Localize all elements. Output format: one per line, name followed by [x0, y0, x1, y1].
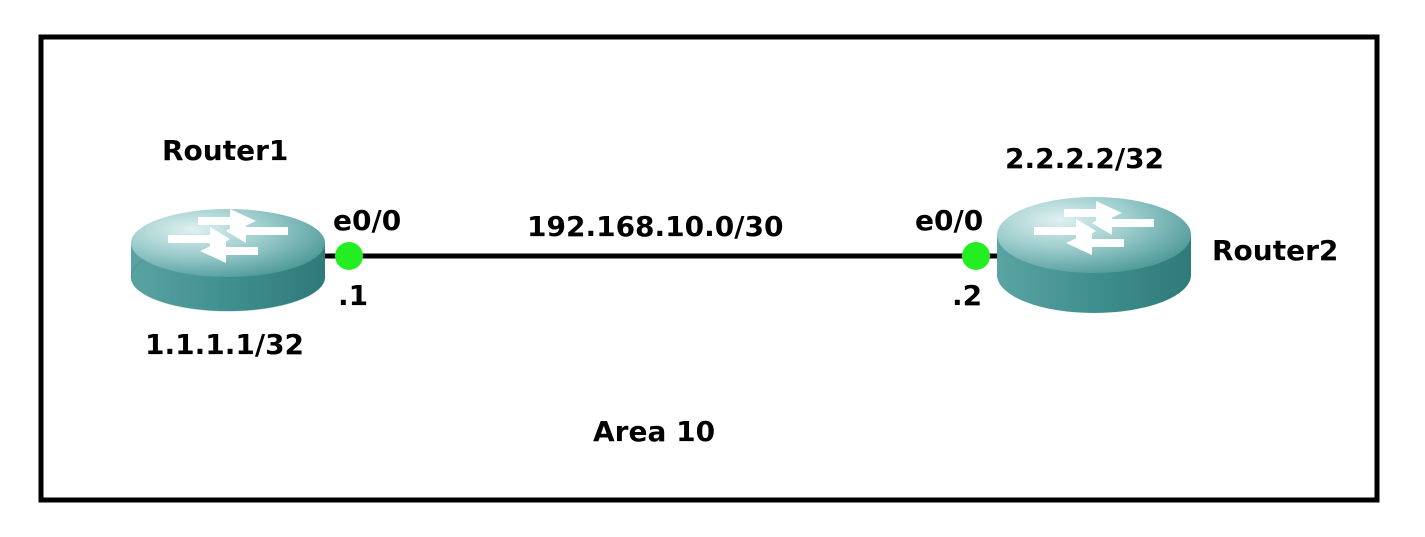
- link-subnet-label: 192.168.10.0/30: [527, 210, 784, 243]
- router1-loopback-label: 1.1.1.1/32: [145, 328, 305, 361]
- router2-host-address-label: .2: [952, 279, 983, 312]
- router1-name-label: Router1: [162, 134, 289, 167]
- router1-interface-label: e0/0: [333, 204, 402, 237]
- router2-interface-label: e0/0: [915, 204, 984, 237]
- area-frame: [38, 34, 1380, 503]
- router2-icon[interactable]: [997, 197, 1191, 313]
- router1-host-address-label: .1: [338, 279, 369, 312]
- router2-loopback-label: 2.2.2.2/32: [1005, 142, 1165, 175]
- area-label: Area 10: [593, 415, 716, 448]
- router1-e0-0-status-dot[interactable]: [335, 242, 363, 270]
- router1-icon[interactable]: [130, 209, 326, 312]
- router2-name-label: Router2: [1212, 234, 1339, 267]
- router2-e0-0-status-dot[interactable]: [962, 242, 990, 270]
